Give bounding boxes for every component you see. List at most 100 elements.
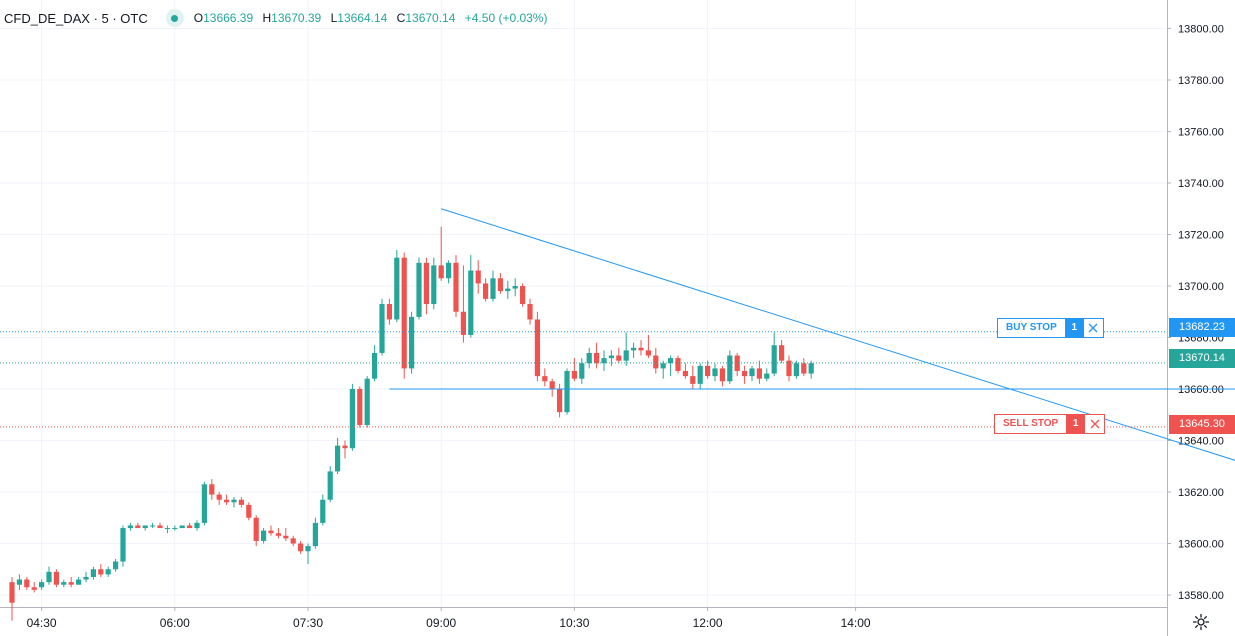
high-value: 13670.39 — [271, 11, 322, 25]
x-tick-label: 07:30 — [293, 616, 323, 630]
candle-body — [505, 288, 511, 292]
candle-body — [483, 283, 489, 299]
chart-grid — [0, 0, 1168, 636]
candle-body — [786, 360, 792, 377]
candle-body — [675, 358, 681, 371]
candle-body — [290, 538, 296, 544]
candle-body — [246, 504, 252, 518]
candle-body — [194, 522, 200, 529]
candle-body — [39, 582, 45, 588]
candle-body — [283, 535, 289, 539]
candle-body — [142, 525, 148, 529]
y-tick-label: 13740.00 — [1178, 178, 1224, 190]
candle-body — [157, 525, 163, 529]
candle-body — [68, 582, 74, 585]
sell-stop-label[interactable]: SELL STOP — [995, 415, 1067, 433]
sell-stop-qty[interactable]: 1 — [1066, 415, 1086, 433]
trend-line — [441, 208, 1235, 461]
candle-body — [497, 278, 503, 292]
buy-stop-label[interactable]: BUY STOP — [998, 319, 1065, 337]
candle-body — [594, 352, 600, 364]
y-tick-label: 13760.00 — [1178, 127, 1224, 139]
candle-body — [608, 355, 614, 359]
candle-body — [438, 265, 444, 279]
candle-body — [372, 352, 378, 379]
candle-body — [335, 445, 341, 472]
y-tick-label: 13720.00 — [1178, 230, 1224, 242]
ohlc-values: O13666.39 H13670.39 L13664.14 C13670.14 … — [193, 11, 548, 25]
candle-body — [527, 304, 533, 320]
candle-body — [682, 370, 688, 377]
candle-body — [601, 358, 607, 364]
candle-body — [756, 368, 762, 379]
candle-body — [512, 286, 518, 289]
candles — [9, 226, 814, 621]
candle-body — [187, 525, 193, 529]
candle-body — [490, 278, 496, 299]
y-tick-label: 13600.00 — [1178, 539, 1224, 551]
candle-body — [446, 262, 452, 279]
candle-body — [216, 494, 222, 500]
candle-body — [327, 471, 333, 500]
candle-body — [453, 262, 459, 312]
x-tick-label: 06:00 — [160, 616, 190, 630]
buy-stop-qty[interactable]: 1 — [1064, 319, 1084, 337]
y-tick-label: 13640.00 — [1178, 436, 1224, 448]
candle-body — [616, 355, 622, 361]
candle-body — [534, 319, 540, 377]
y-tick-label: 13780.00 — [1178, 75, 1224, 87]
trend-lines[interactable] — [389, 208, 1235, 472]
close-icon[interactable] — [1085, 415, 1105, 433]
candle-body — [135, 525, 141, 529]
last-price-tag: 13670.14 — [1169, 349, 1235, 368]
y-tick-label: 13660.00 — [1178, 384, 1224, 396]
y-tick-label: 13580.00 — [1178, 590, 1224, 602]
candle-body — [571, 370, 577, 379]
close-icon[interactable] — [1083, 319, 1103, 337]
candle-body — [386, 304, 392, 320]
buy-stop-order[interactable]: BUY STOP 1 — [997, 318, 1104, 338]
candle-body — [394, 257, 400, 320]
candle-body — [586, 352, 592, 364]
candle-body — [808, 363, 814, 374]
candle-body — [668, 358, 674, 364]
candle-body — [349, 389, 355, 449]
candle-body — [727, 355, 733, 382]
candle-body — [275, 533, 281, 536]
gear-icon[interactable] — [1192, 613, 1210, 631]
candle-body — [253, 517, 259, 541]
candle-body — [238, 499, 244, 505]
candle-body — [312, 522, 318, 547]
candle-body — [224, 499, 230, 503]
candle-body — [409, 316, 415, 369]
candle-body — [127, 525, 133, 529]
close-value: 13670.14 — [405, 11, 456, 25]
x-tick-label: 10:30 — [559, 616, 589, 630]
x-tick-label: 04:30 — [27, 616, 57, 630]
candle-body — [423, 262, 429, 305]
candle-body — [431, 265, 437, 305]
chart-legend: CFD_DE_DAX · 5 · OTC O13666.39 H13670.39… — [4, 9, 553, 27]
candle-body — [520, 286, 526, 305]
candle-body — [364, 378, 370, 426]
candle-body — [172, 528, 178, 530]
candle-body — [164, 528, 170, 530]
time-axis: 04:30 06:00 07:30 09:00 10:30 12:00 14:00 — [27, 607, 871, 630]
sell-stop-price-tag: 13645.30 — [1169, 415, 1235, 434]
candle-body — [468, 270, 474, 335]
candle-body — [557, 389, 563, 413]
symbol-title[interactable]: CFD_DE_DAX · 5 · OTC — [4, 10, 148, 26]
open-value: 13666.39 — [203, 11, 254, 25]
candle-body — [150, 525, 156, 527]
candle-body — [105, 569, 111, 575]
candle-body — [261, 530, 267, 541]
candle-body — [298, 543, 304, 552]
candle-body — [83, 576, 89, 580]
candle-body — [179, 525, 185, 529]
candle-body — [719, 368, 725, 382]
candle-body — [460, 311, 466, 335]
sell-stop-order[interactable]: SELL STOP 1 — [994, 414, 1106, 434]
candle-body — [268, 530, 274, 534]
change-value: +4.50 (+0.03%) — [464, 11, 548, 25]
